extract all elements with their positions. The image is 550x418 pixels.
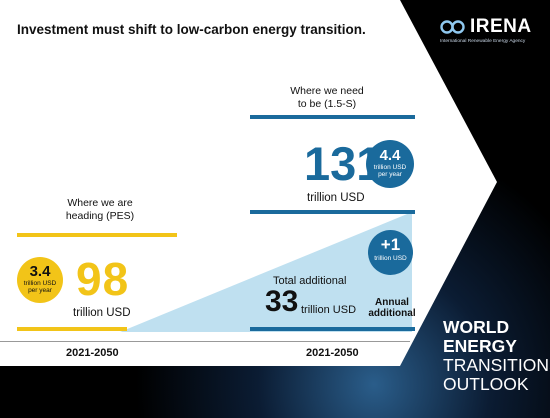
- total-additional-unit: trillion USD: [301, 304, 357, 316]
- annual-additional-value: +1: [380, 235, 401, 254]
- report-title-line3: TRANSITIONS: [443, 355, 550, 375]
- brand-subtitle: International Renewable Energy Agency: [440, 39, 526, 44]
- s15-per-year-unit-line1: trillion USD: [373, 164, 407, 171]
- annual-additional-label-line2: additional: [368, 308, 416, 319]
- s15-bottom-rule: [250, 327, 415, 331]
- pes-total-value: 98: [76, 253, 130, 305]
- s15-total-unit: trillion USD: [307, 192, 365, 204]
- pes-top-rule: [17, 233, 177, 237]
- pes-per-year-unit-line1: trillion USD: [23, 280, 57, 287]
- brand-name: IRENA: [470, 16, 532, 37]
- total-additional-label: Total additional: [273, 275, 347, 287]
- s15-heading-line1: Where we need: [290, 85, 364, 97]
- annual-additional-badge: +1 trillion USD: [368, 230, 413, 275]
- annual-additional-label-line1: Annual: [375, 297, 409, 308]
- pes-period: 2021-2050: [66, 347, 119, 359]
- irena-logo: IRENA International Renewable Energy Age…: [440, 16, 545, 44]
- s15-heading-line2: to be (1.5-S): [297, 98, 357, 110]
- s15-per-year-value: 4.4: [379, 147, 401, 164]
- pes-bottom-rule: [17, 327, 127, 331]
- pes-heading-line2: heading (PES): [65, 210, 135, 222]
- irena-logo-icon: [440, 20, 465, 34]
- s15-per-year-unit-line2: per year: [378, 171, 402, 178]
- period-divider: [0, 341, 410, 342]
- s15-period: 2021-2050: [306, 347, 359, 359]
- s15-per-year-badge: 4.4 trillion USD per year: [366, 140, 414, 188]
- s15-heading: Where we need to be (1.5-S): [272, 85, 382, 111]
- pes-per-year-value: 3.4: [29, 263, 51, 280]
- total-additional-value: 33: [265, 285, 299, 318]
- report-title: WORLD ENERGY TRANSITIONS OUTLOOK: [443, 318, 550, 394]
- report-title-line1: WORLD: [443, 317, 510, 337]
- annual-additional-label: Annual additional: [363, 297, 421, 319]
- s15-middle-rule: [250, 210, 415, 214]
- report-title-line4: OUTLOOK: [443, 374, 529, 394]
- s15-top-rule: [250, 115, 415, 119]
- pes-heading-line1: Where we are: [67, 197, 133, 209]
- pes-total-unit: trillion USD: [73, 307, 131, 319]
- headline: Investment must shift to low-carbon ener…: [17, 22, 366, 37]
- annual-additional-unit: trillion USD: [374, 255, 407, 262]
- pes-heading: Where we are heading (PES): [40, 197, 160, 223]
- pes-per-year-badge: 3.4 trillion USD per year: [17, 257, 63, 303]
- pes-per-year-unit-line2: per year: [28, 287, 52, 294]
- report-title-line2: ENERGY: [443, 336, 517, 356]
